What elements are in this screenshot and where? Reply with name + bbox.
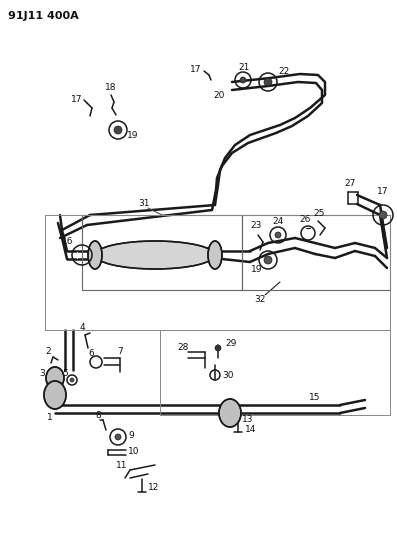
- Text: 3: 3: [39, 369, 45, 378]
- Text: 17: 17: [71, 94, 83, 103]
- Text: 28: 28: [177, 343, 189, 352]
- Text: 26: 26: [299, 215, 311, 224]
- Text: 11: 11: [116, 462, 128, 471]
- Ellipse shape: [95, 241, 215, 269]
- Text: 8: 8: [95, 411, 101, 421]
- Ellipse shape: [219, 399, 241, 427]
- Text: 91J11 400A: 91J11 400A: [8, 11, 79, 21]
- Circle shape: [240, 77, 246, 83]
- Ellipse shape: [46, 367, 64, 389]
- Circle shape: [275, 232, 281, 238]
- Text: 5: 5: [62, 368, 68, 377]
- Text: 30: 30: [222, 370, 233, 379]
- Text: 10: 10: [128, 447, 139, 456]
- Text: 17: 17: [377, 188, 389, 197]
- Text: 14: 14: [245, 425, 256, 434]
- Text: 6: 6: [88, 350, 94, 359]
- Text: 19: 19: [251, 265, 263, 274]
- Text: 15: 15: [309, 393, 321, 402]
- Circle shape: [379, 211, 387, 219]
- Text: 23: 23: [251, 222, 262, 230]
- Text: 12: 12: [148, 483, 159, 492]
- Circle shape: [115, 434, 121, 440]
- Text: 18: 18: [105, 84, 117, 93]
- Text: 21: 21: [238, 63, 250, 72]
- Text: 7: 7: [117, 348, 123, 357]
- Ellipse shape: [88, 241, 102, 269]
- Text: 25: 25: [313, 208, 325, 217]
- Text: 22: 22: [278, 68, 289, 77]
- Text: 16: 16: [62, 238, 74, 246]
- Text: 20: 20: [213, 91, 224, 100]
- Text: 9: 9: [128, 431, 134, 440]
- Circle shape: [264, 78, 272, 86]
- Text: 2: 2: [45, 348, 51, 357]
- Text: 13: 13: [242, 416, 254, 424]
- Circle shape: [264, 256, 272, 264]
- Text: 1: 1: [47, 414, 53, 423]
- Text: 29: 29: [225, 338, 236, 348]
- Ellipse shape: [208, 241, 222, 269]
- Circle shape: [215, 345, 221, 351]
- Text: 17: 17: [190, 66, 202, 75]
- Text: 24: 24: [272, 217, 283, 227]
- Text: 32: 32: [254, 295, 266, 304]
- Text: 4: 4: [79, 324, 85, 333]
- Circle shape: [114, 126, 122, 134]
- Circle shape: [70, 378, 74, 382]
- Text: 19: 19: [127, 131, 139, 140]
- Text: 31: 31: [138, 199, 150, 208]
- Ellipse shape: [44, 381, 66, 409]
- Text: 27: 27: [344, 179, 356, 188]
